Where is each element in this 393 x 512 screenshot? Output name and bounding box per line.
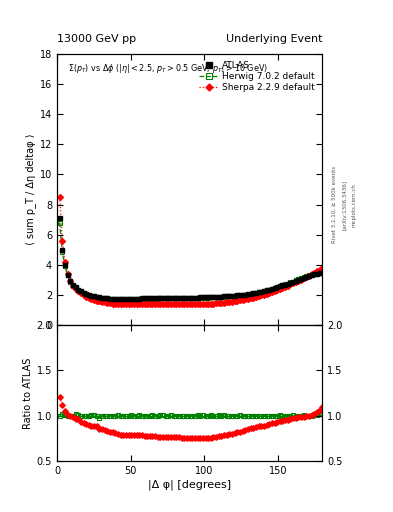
Text: mcplots.cern.ch: mcplots.cern.ch xyxy=(352,183,357,227)
X-axis label: |Δ φ| [degrees]: |Δ φ| [degrees] xyxy=(148,480,231,490)
Text: Rivet 3.1.10, ≥ 500k events: Rivet 3.1.10, ≥ 500k events xyxy=(332,166,337,243)
Text: $\Sigma(p_T)$ vs $\Delta\phi$ ($|\eta| < 2.5$, $p_T > 0.5$ GeV, $p_{T1} > 10$ Ge: $\Sigma(p_T)$ vs $\Delta\phi$ ($|\eta| <… xyxy=(68,62,268,75)
Text: [arXiv:1306.3436]: [arXiv:1306.3436] xyxy=(342,180,347,230)
Text: 13000 GeV pp: 13000 GeV pp xyxy=(57,34,136,44)
Legend: ATLAS, Herwig 7.0.2 default, Sherpa 2.2.9 default: ATLAS, Herwig 7.0.2 default, Sherpa 2.2.… xyxy=(196,58,318,95)
Y-axis label: Ratio to ATLAS: Ratio to ATLAS xyxy=(22,357,33,429)
Y-axis label: ⟨ sum p_T / Δη deltaφ ⟩: ⟨ sum p_T / Δη deltaφ ⟩ xyxy=(25,134,36,245)
Text: Underlying Event: Underlying Event xyxy=(226,34,322,44)
